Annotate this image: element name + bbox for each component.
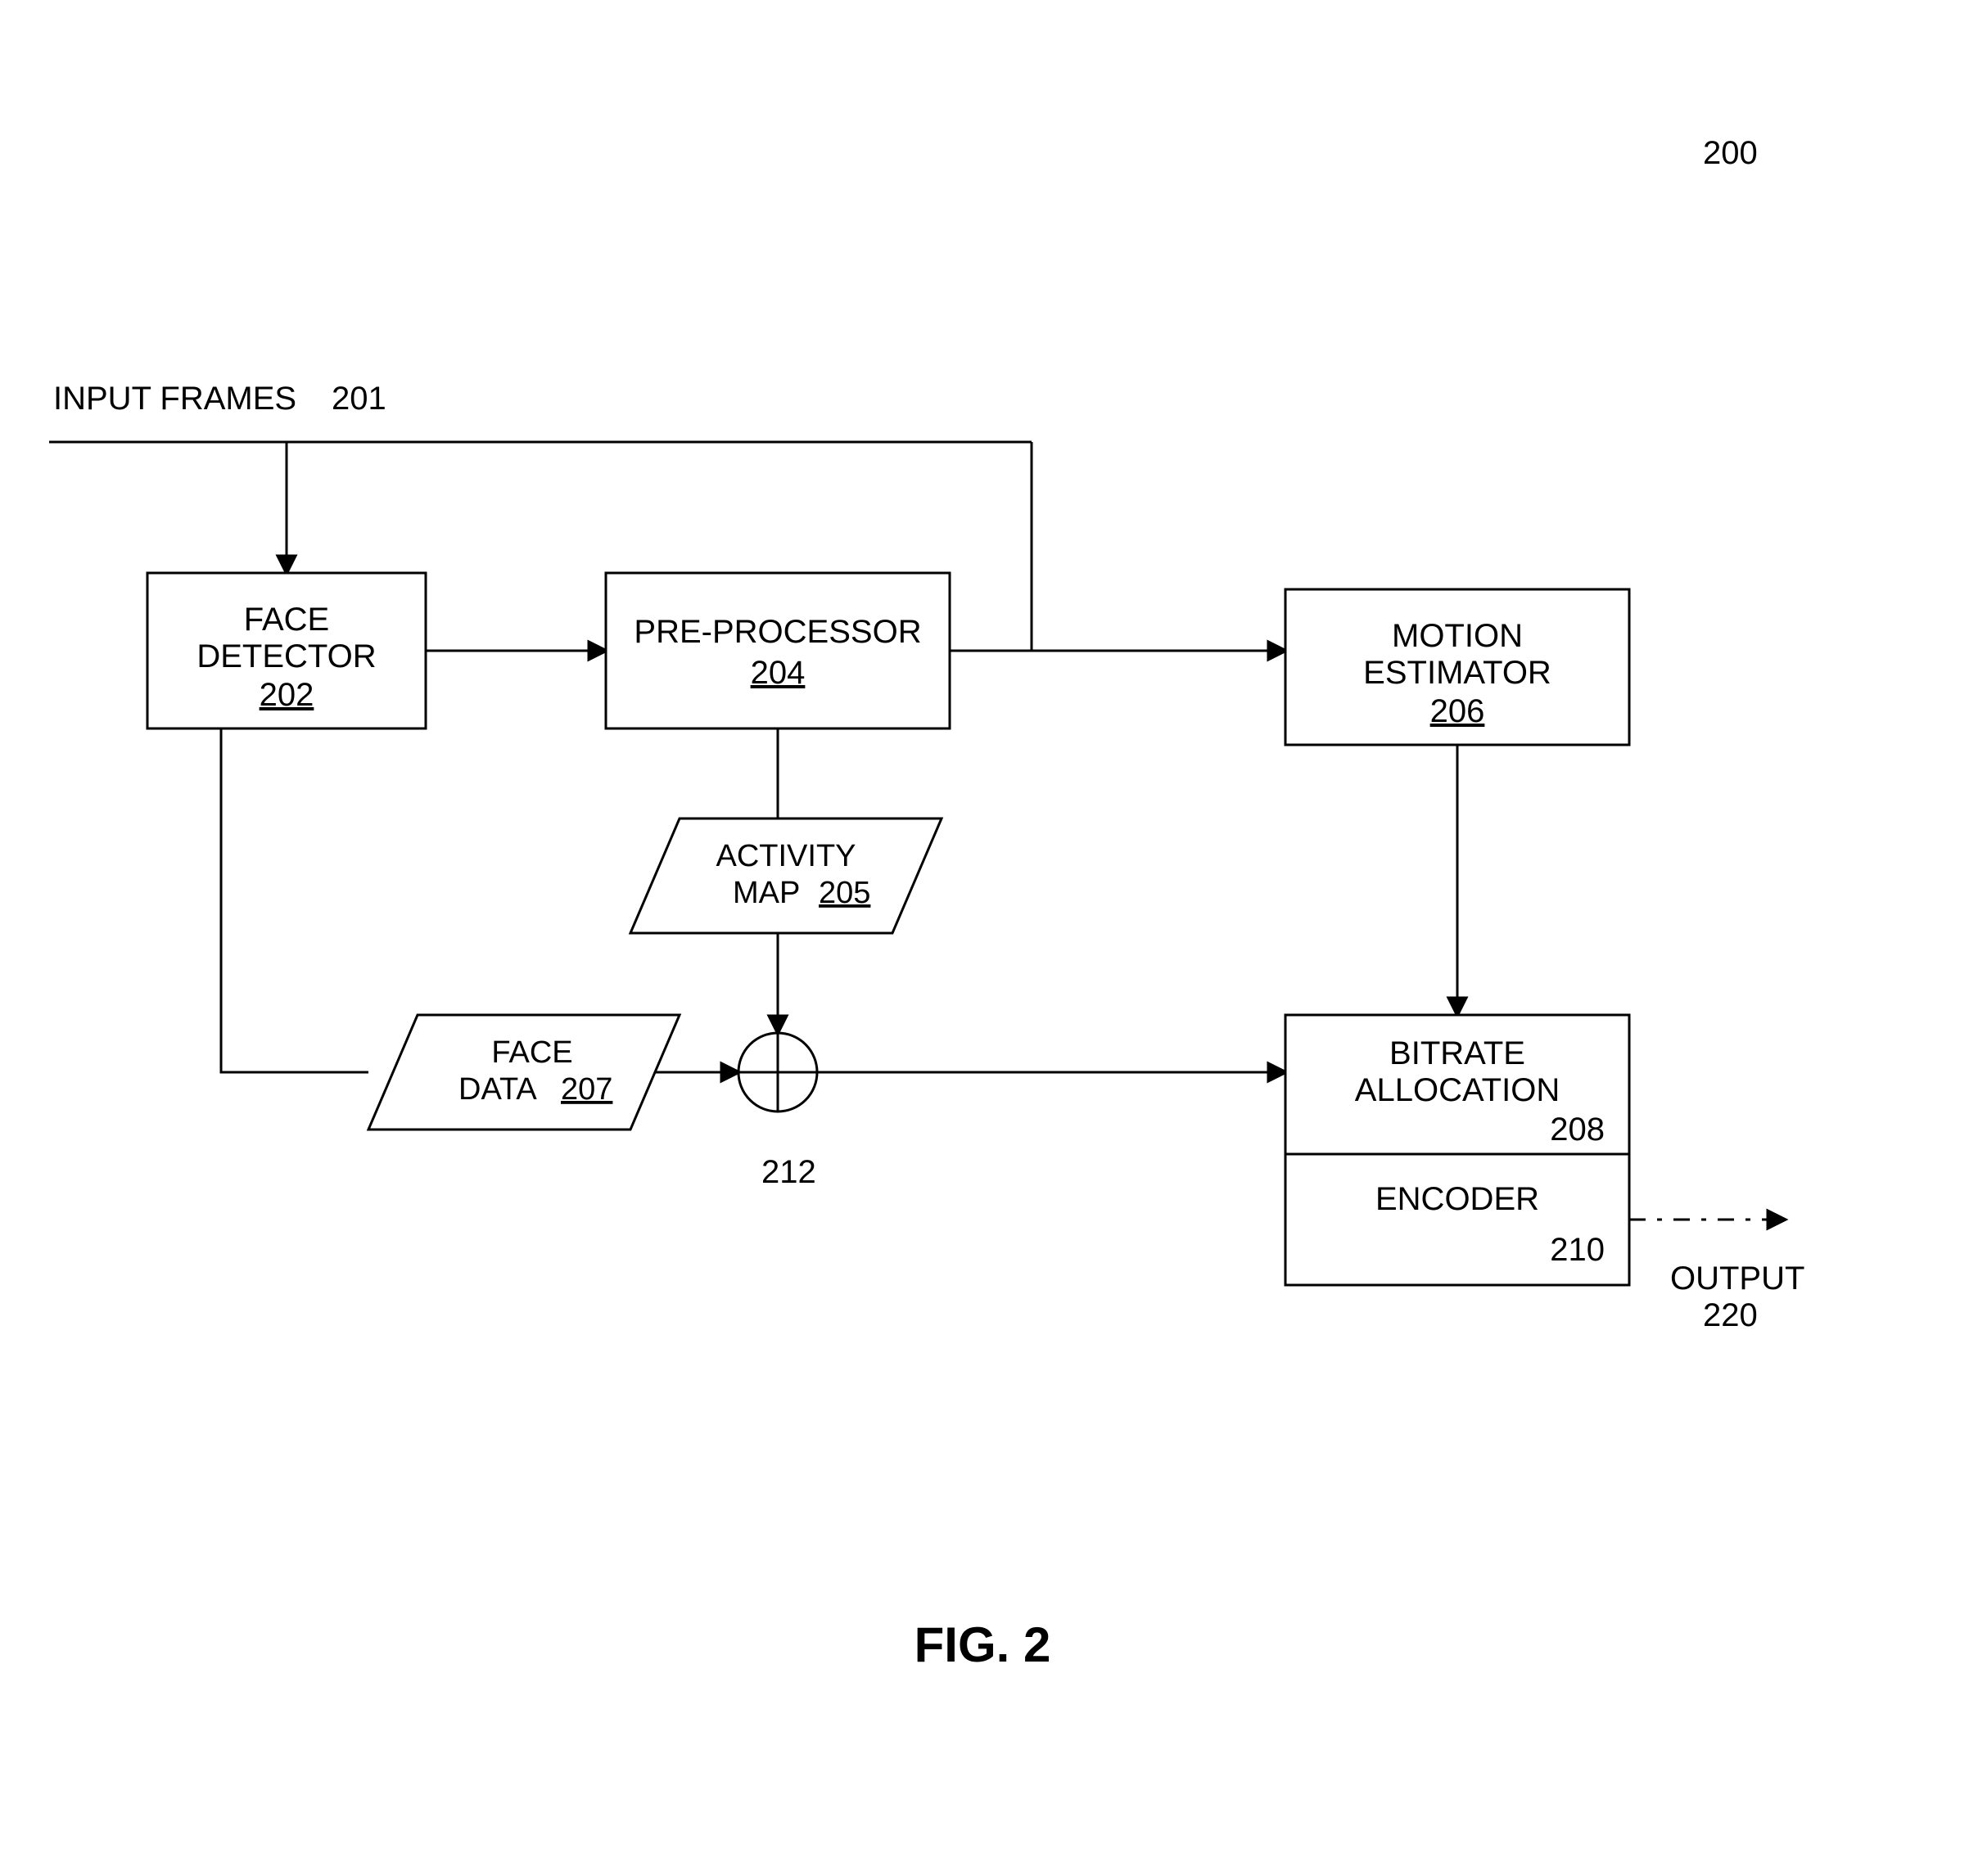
activity-map-node: ACTIVITY MAP 205 xyxy=(630,818,942,933)
input-frames-label: INPUT FRAMES xyxy=(53,381,296,417)
input-frames-ref: 201 xyxy=(332,381,386,417)
bitrate-allocation-node: BITRATE ALLOCATION 208 xyxy=(1285,1015,1629,1154)
figure-caption: FIG. 2 xyxy=(915,1617,1051,1672)
bitrate-ref: 208 xyxy=(1550,1112,1605,1148)
encoder-node: ENCODER 210 xyxy=(1285,1154,1629,1285)
face-detector-label-line1: FACE xyxy=(244,602,329,638)
face-detector-ref: 202 xyxy=(260,677,314,713)
pre-processor-node: PRE-PROCESSOR 204 xyxy=(606,573,950,728)
face-data-node: FACE DATA 207 xyxy=(368,1015,680,1130)
motion-estimator-label-line1: MOTION xyxy=(1392,618,1523,654)
motion-estimator-label-line2: ESTIMATOR xyxy=(1363,655,1551,691)
bitrate-label-line2: ALLOCATION xyxy=(1355,1072,1560,1108)
summing-ref: 212 xyxy=(761,1154,816,1190)
bitrate-label-line1: BITRATE xyxy=(1389,1035,1525,1071)
encoder-label: ENCODER xyxy=(1375,1181,1539,1217)
motion-estimator-ref: 206 xyxy=(1430,693,1485,729)
pre-processor-ref: 204 xyxy=(751,655,806,691)
activity-map-ref: 205 xyxy=(819,876,870,910)
pre-processor-label: PRE-PROCESSOR xyxy=(634,614,921,650)
face-detector-node: FACE DETECTOR 202 xyxy=(147,573,426,728)
face-data-label2: DATA xyxy=(458,1072,537,1107)
activity-map-label: ACTIVITY xyxy=(716,839,856,873)
face-data-ref: 207 xyxy=(561,1072,612,1107)
output-ref: 220 xyxy=(1703,1297,1758,1333)
output-label: OUTPUT xyxy=(1670,1260,1804,1297)
figure-number: 200 xyxy=(1703,135,1758,171)
summing-junction xyxy=(738,1033,817,1112)
encoder-ref: 210 xyxy=(1550,1232,1605,1268)
motion-estimator-node: MOTION ESTIMATOR 206 xyxy=(1285,589,1629,745)
face-data-label: FACE xyxy=(491,1035,572,1070)
face-detector-label-line2: DETECTOR xyxy=(196,638,376,674)
activity-map-label2: MAP xyxy=(733,876,800,910)
edge-facedetector-to-facedata xyxy=(221,728,368,1072)
